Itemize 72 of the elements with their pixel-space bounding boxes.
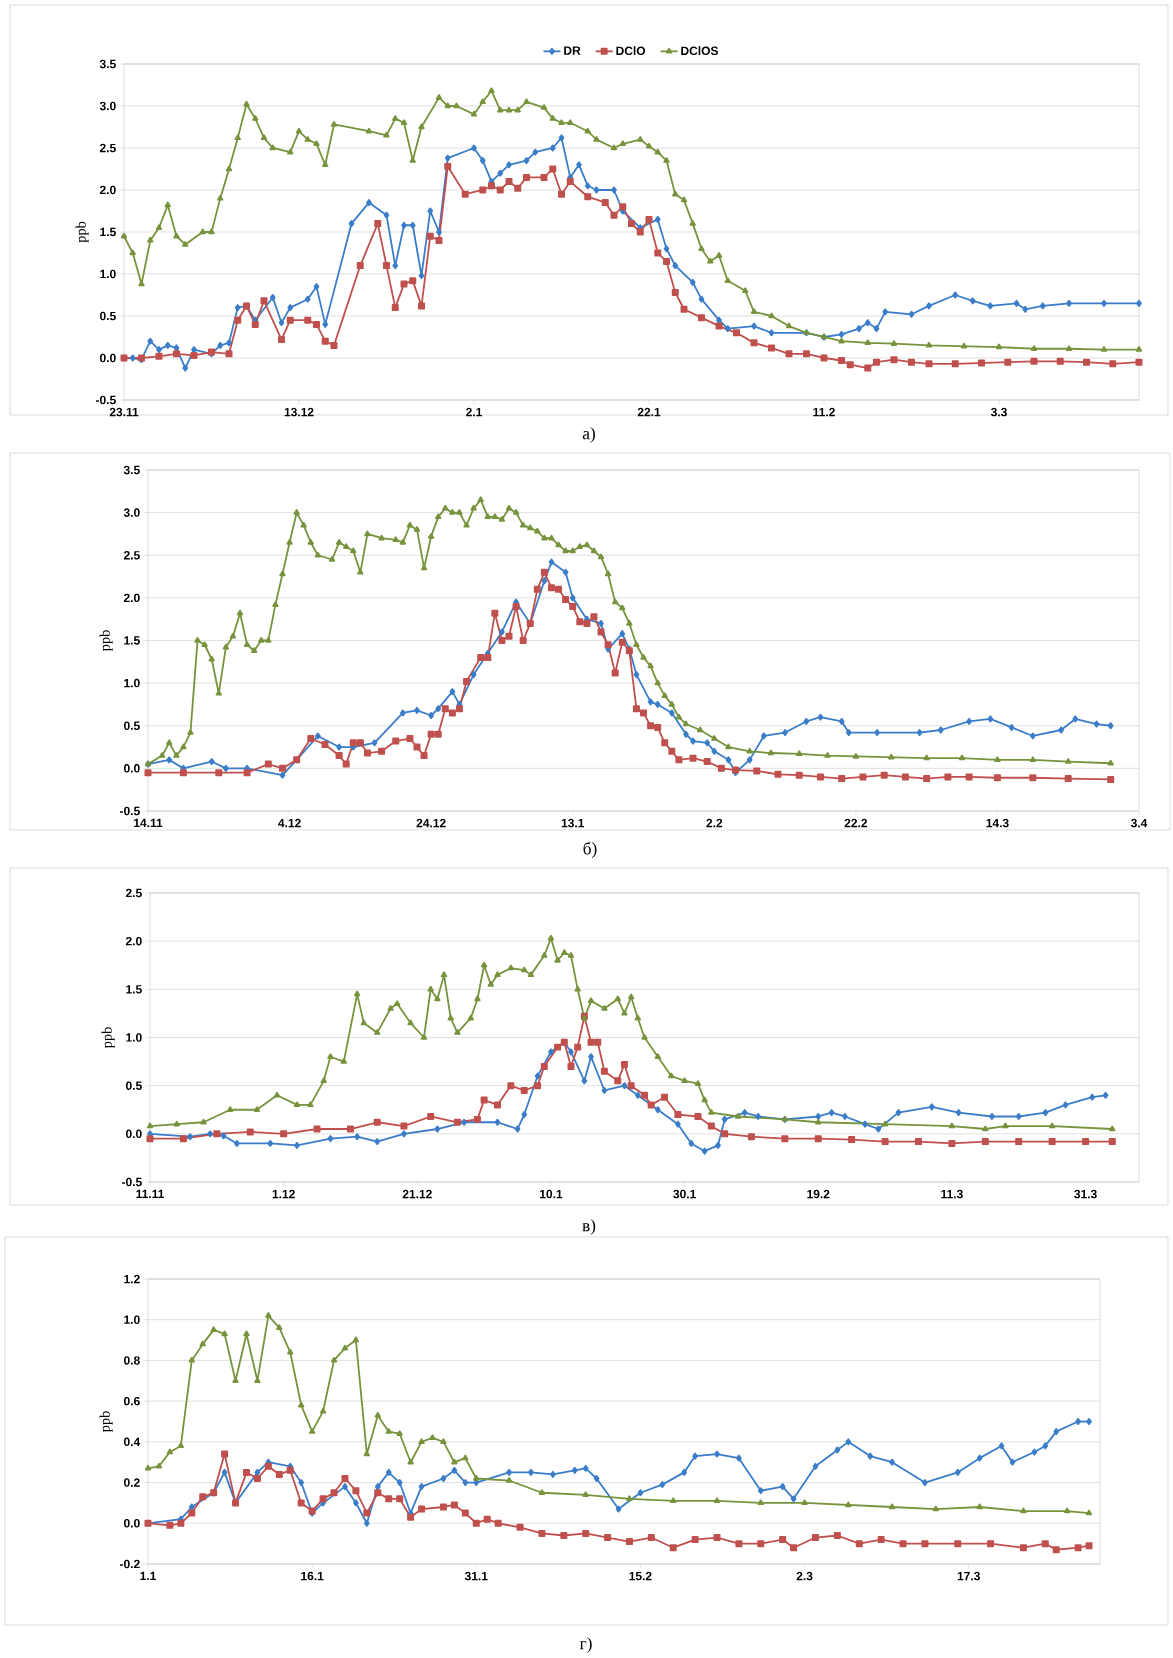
y-tick-label: 0.5 xyxy=(123,721,140,730)
x-tick-label: 11.2 xyxy=(813,407,835,417)
y-tick-label: -0.5 xyxy=(121,1177,142,1187)
y-tick-label: 0.2 xyxy=(123,1478,140,1487)
x-tick-label: 14.3 xyxy=(986,818,1009,828)
x-tick-label: 1.12 xyxy=(272,1189,295,1199)
x-tick-label: 13.12 xyxy=(284,407,314,417)
y-tick-label: 2.5 xyxy=(125,888,142,898)
y-tick-label: 3.0 xyxy=(123,508,140,517)
x-tick-label: 2.2 xyxy=(706,818,723,828)
legend-label: DClOS xyxy=(681,46,718,56)
y-tick-label: -0.5 xyxy=(119,806,140,816)
x-tick-label: 24.12 xyxy=(416,818,446,828)
y-tick-label: 0.0 xyxy=(99,353,116,363)
x-tick-label: 3.3 xyxy=(990,407,1007,417)
y-tick-label: 0.0 xyxy=(123,1519,140,1528)
y-tick-label: 2.0 xyxy=(123,593,140,603)
y-tick-label: 1.5 xyxy=(124,636,140,645)
x-tick-label: 11.3 xyxy=(941,1189,963,1199)
text: а) xyxy=(582,427,595,443)
y-axis-title: ppb xyxy=(99,630,113,652)
x-tick-label: 14.11 xyxy=(134,818,163,828)
y-tick-label: 2.5 xyxy=(99,143,116,153)
y-tick-label: 2.5 xyxy=(123,551,140,560)
x-tick-label: 1.1 xyxy=(140,1571,156,1581)
x-tick-label: 2.1 xyxy=(466,407,482,417)
x-tick-label: 10.1 xyxy=(540,1189,563,1199)
x-tick-label: 23.11 xyxy=(109,407,139,417)
x-tick-label: 11.11 xyxy=(136,1189,165,1199)
y-tick-label: 1.0 xyxy=(124,678,140,688)
x-tick-label: 22.2 xyxy=(844,818,868,828)
x-tick-label: 30.1 xyxy=(673,1189,696,1199)
y-axis-title: ppb xyxy=(99,1411,113,1433)
y-tick-label: 0.5 xyxy=(125,1081,142,1090)
y-tick-label: 3.5 xyxy=(123,465,140,475)
y-tick-label: 0.6 xyxy=(123,1396,140,1406)
y-tick-label: 3.5 xyxy=(99,59,116,69)
y-tick-label: 2.0 xyxy=(99,185,116,195)
text: г) xyxy=(579,1637,592,1653)
text: б) xyxy=(583,841,597,859)
x-tick-label: 16.1 xyxy=(301,1571,324,1581)
text: в) xyxy=(582,1219,596,1235)
x-tick-label: 19.2 xyxy=(807,1189,830,1199)
y-tick-label: 0.0 xyxy=(123,764,140,773)
x-tick-label: 17.3 xyxy=(957,1571,980,1581)
y-axis-title: ppb xyxy=(101,1027,115,1049)
x-tick-label: 31.1 xyxy=(464,1571,488,1581)
x-tick-label: 15.2 xyxy=(629,1571,652,1581)
x-tick-label: 21.12 xyxy=(402,1189,432,1199)
y-axis-title: ppb xyxy=(75,221,89,243)
y-tick-label: 1.0 xyxy=(126,1033,142,1042)
y-tick-label: 0.4 xyxy=(123,1437,141,1447)
y-tick-label: 1.2 xyxy=(124,1274,140,1284)
y-tick-label: 1.0 xyxy=(100,269,116,279)
y-tick-label: 3.0 xyxy=(99,101,116,111)
x-tick-label: 3.4 xyxy=(1130,818,1148,828)
x-tick-label: 13.1 xyxy=(561,818,585,828)
y-tick-label: 2.0 xyxy=(125,936,142,946)
legend-label: DClO xyxy=(616,46,646,56)
y-tick-label: -0.2 xyxy=(119,1559,140,1569)
x-tick-label: 4.12 xyxy=(278,818,301,828)
y-tick-label: 0.0 xyxy=(125,1129,142,1139)
y-tick-label: 0.8 xyxy=(123,1356,140,1365)
legend-label: DR xyxy=(564,46,581,55)
y-tick-label: -0.5 xyxy=(95,395,116,405)
y-tick-label: 1.5 xyxy=(126,985,142,994)
x-tick-label: 22.1 xyxy=(637,407,661,417)
y-tick-label: 1.5 xyxy=(100,227,116,237)
y-tick-label: 1.0 xyxy=(124,1315,140,1324)
x-tick-label: 2.3 xyxy=(796,1571,813,1581)
x-tick-label: 31.3 xyxy=(1074,1189,1097,1199)
y-tick-label: 0.5 xyxy=(99,311,116,321)
